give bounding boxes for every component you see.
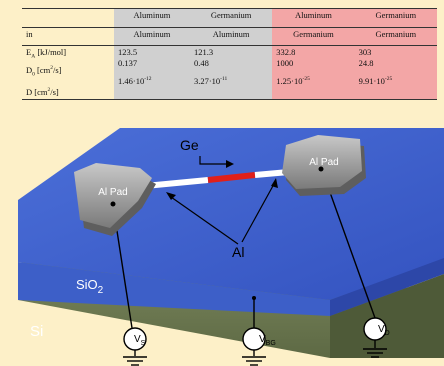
values-germanium-2: 303 24.8 9.91·10-25 <box>354 44 437 101</box>
subheader-germanium-1: Germanium <box>272 27 355 46</box>
silicon-substrate-side <box>330 274 444 358</box>
row-labels-cell: EA [kJ/mol] D0 [cm2/s] D [cm2/s] <box>22 44 114 101</box>
header-germanium-1: Germanium <box>189 8 273 28</box>
values-aluminum-1: 123.5 0.137 1.46·10-12 <box>114 44 190 101</box>
ge-pointer-arrowhead <box>226 160 234 168</box>
label-d: D [cm2/s] <box>26 87 59 98</box>
ge-pointer-line <box>199 156 226 165</box>
right-pad-label: Al Pad <box>309 157 338 168</box>
left-al-pad <box>74 163 156 236</box>
table-header-row: Aluminum Germanium Aluminum Germanium <box>22 8 437 28</box>
nanowire-ge-segment <box>207 172 256 183</box>
subheader-label: in <box>22 27 114 46</box>
subheader-aluminum-1: Aluminum <box>114 27 190 46</box>
left-pad-contact-dot <box>110 201 116 207</box>
table-subheader-row: in Aluminum Aluminum Germanium Germanium <box>22 27 437 46</box>
al-pointer-right-arrowhead <box>271 178 278 188</box>
ge-label: Ge <box>180 137 199 153</box>
sio2-label: SiO2 <box>76 277 104 296</box>
vbg-label: VBG <box>259 334 276 347</box>
table-data-row: EA [kJ/mol] D0 [cm2/s] D [cm2/s] 123.5 0… <box>22 44 437 101</box>
source-voltage-source: VS <box>123 327 147 366</box>
oxide-layer-front <box>18 262 330 316</box>
label-activation-energy: EA [kJ/mol] <box>26 47 67 60</box>
al-pointer-left-arrowhead <box>166 192 176 200</box>
header-aluminum-2: Aluminum <box>272 8 355 28</box>
right-al-pad <box>282 135 366 196</box>
values-germanium-1: 121.3 0.48 3.27·10-11 <box>189 44 273 101</box>
label-d0: D0 [cm2/s] <box>26 64 62 78</box>
backgate-contact-dot <box>252 296 256 300</box>
drain-voltage-source: VD <box>363 317 390 358</box>
vs-label: VS <box>134 334 146 347</box>
right-pad-contact-dot <box>318 166 324 172</box>
header-empty-cell <box>22 8 114 28</box>
al-pointer-left <box>170 196 239 245</box>
nanowire-al-left <box>144 177 209 189</box>
subheader-germanium-2: Germanium <box>354 27 437 46</box>
vd-label: VD <box>378 324 390 337</box>
backgate-voltage-source: VBG <box>242 327 276 366</box>
subheader-aluminum-2: Aluminum <box>189 27 273 46</box>
si-label: Si <box>30 323 43 340</box>
header-aluminum-1: Aluminum <box>114 8 190 28</box>
values-aluminum-2: 332.8 1000 1.25·10-25 <box>272 44 355 101</box>
diffusion-properties-table: Aluminum Germanium Aluminum Germanium in… <box>22 8 437 101</box>
al-pointer-right <box>241 183 275 243</box>
oxide-layer-side <box>330 258 444 316</box>
al-label: Al <box>232 244 244 260</box>
header-germanium-2: Germanium <box>354 8 437 28</box>
left-pad-label: Al Pad <box>98 187 127 198</box>
